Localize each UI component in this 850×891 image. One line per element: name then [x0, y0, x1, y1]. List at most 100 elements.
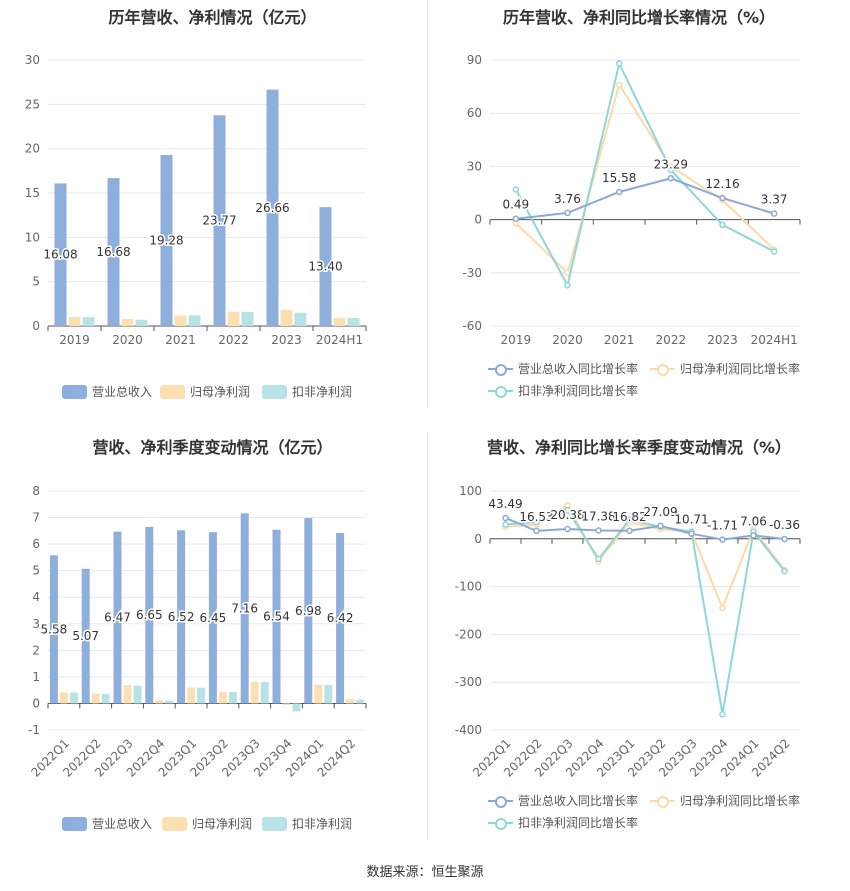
point-revenue-growth [781, 535, 788, 543]
point-deducted-growth [502, 521, 509, 528]
legend-revenue[interactable]: 营业总收入 [62, 383, 152, 400]
data-label: 3.37 [761, 193, 788, 207]
legend-deducted-profit[interactable]: 扣非净利润 [262, 815, 352, 832]
bar-net-profit [123, 685, 132, 704]
legend-net-profit[interactable]: 归母净利润 [160, 383, 250, 400]
data-label: 5.07 [72, 629, 99, 643]
chart-title: 营收、净利同比增长率季度变动情况（%） [486, 438, 792, 457]
bar-revenue [304, 518, 313, 704]
bar-deducted-profit [241, 311, 254, 326]
legend-label: 归母净利润 [190, 385, 251, 399]
data-label: 23.29 [654, 157, 688, 171]
point-net-profit-growth [615, 81, 623, 89]
legend-label: 归母净利润同比增长率 [680, 794, 801, 808]
bar-net-profit [187, 687, 196, 704]
bar-deducted-profit [188, 315, 201, 326]
legend-net-profit-growth[interactable]: 归母净利润同比增长率 [650, 360, 800, 377]
chart-legend: 营业总收入同比增长率 归母净利润同比增长率 扣非净利润同比增长率 [428, 792, 850, 836]
chart-legend: 营业总收入同比增长率 归母净利润同比增长率 扣非净利润同比增长率 [428, 360, 850, 404]
bar-revenue [213, 115, 226, 326]
bar-revenue [177, 530, 186, 704]
y-tick-label: -100 [455, 580, 482, 594]
y-tick-label: 100 [459, 484, 482, 498]
bar-revenue [145, 526, 154, 704]
legend-revenue-growth[interactable]: 营业总收入同比增长率 [488, 792, 638, 809]
legend-revenue[interactable]: 营业总收入 [62, 815, 152, 832]
y-tick-label: 15 [25, 186, 40, 200]
bar-revenue [208, 532, 217, 704]
point-deducted-growth [564, 506, 571, 514]
legend-revenue-growth[interactable]: 营业总收入同比增长率 [488, 360, 638, 377]
legend-swatch-deducted-profit [262, 384, 287, 399]
legend-net-profit-growth[interactable]: 归母净利润同比增长率 [650, 792, 800, 809]
y-tick-label: 0 [32, 319, 40, 333]
point-deducted-growth [770, 248, 778, 255]
bar-net-profit [59, 692, 68, 704]
y-tick-label: -60 [462, 319, 482, 333]
legend-deducted-profit[interactable]: 扣非净利润 [262, 383, 352, 400]
point-deducted-growth [615, 60, 623, 67]
bar-deducted-profit [135, 319, 148, 326]
y-tick-label: -400 [455, 723, 482, 737]
y-tick-label: 8 [32, 484, 40, 498]
bar-revenue [272, 529, 281, 704]
x-tick-label: 2022 [656, 333, 687, 347]
data-label: 0.49 [502, 198, 529, 212]
panel-divider-top [427, 0, 428, 408]
legend-marker-net-profit-growth [650, 794, 675, 808]
point-revenue-growth [770, 210, 778, 217]
bar-revenue [319, 207, 332, 326]
legend-swatch-net-profit [160, 384, 185, 399]
data-label: 23.77 [202, 214, 236, 228]
data-label: 27.09 [643, 505, 677, 519]
point-deducted-growth [626, 516, 633, 523]
x-tick-label: 2024H1 [751, 333, 798, 347]
bar-revenue [113, 531, 122, 704]
point-deducted-growth [667, 166, 675, 174]
annual-growth-plot: -60 -30 0 30 60 90 2019 2020 2021 2022 2023 2024H1 0… [462, 53, 801, 347]
legend-deducted-growth[interactable]: 扣非净利润同比增长率 [488, 814, 638, 831]
legend-label: 扣非净利润 [292, 817, 353, 831]
bar-revenue [266, 89, 279, 326]
bar-deducted-profit [292, 703, 301, 712]
point-revenue-growth [533, 527, 540, 535]
y-tick-label: -300 [455, 675, 482, 689]
data-label: 20.38 [550, 508, 584, 522]
chart-title: 营收、净利季度变动情况（亿元） [92, 438, 333, 457]
bar-deducted-profit [228, 692, 237, 704]
line-revenue-growth [505, 517, 785, 541]
y-tick-label: 25 [25, 97, 40, 111]
legend-deducted-growth[interactable]: 扣非净利润同比增长率 [488, 382, 638, 399]
data-label: 16.68 [96, 245, 130, 259]
bar-deducted-profit [260, 681, 269, 704]
legend-label: 扣非净利润 [292, 385, 353, 399]
bar-revenue [336, 532, 345, 704]
data-label: 6.42 [327, 611, 354, 625]
x-tick-label: 2022 [218, 333, 249, 347]
point-deducted-growth [781, 568, 788, 575]
y-tick-label: 90 [467, 53, 482, 67]
data-label: 10.71 [674, 513, 708, 527]
legend-label: 营业总收入同比增长率 [518, 794, 639, 808]
point-revenue-growth [719, 194, 726, 202]
data-label: 15.58 [602, 171, 636, 185]
x-tick-label: 2020 [552, 333, 583, 347]
bar-net-profit [333, 318, 346, 326]
y-tick-label: -200 [455, 627, 482, 641]
x-tick-label: 2024H1 [316, 333, 363, 347]
data-label: -1.71 [707, 519, 738, 533]
legend-net-profit[interactable]: 归母净利润 [162, 815, 252, 832]
quarterly-growth-plot: -400-300-200-10001002022Q12022Q22022Q320… [455, 484, 802, 780]
bar-deducted-profit [356, 699, 365, 704]
bar-revenue [81, 568, 90, 704]
legend-label: 营业总收入 [92, 385, 153, 399]
x-tick-label: 2023 [271, 333, 302, 347]
bar-revenue [240, 513, 249, 704]
y-tick-label: 4 [32, 590, 40, 604]
bar-net-profit [250, 681, 259, 704]
data-label: 7.06 [740, 514, 767, 528]
bar-net-profit [314, 684, 323, 704]
point-revenue-growth [626, 527, 633, 535]
data-label: 16.82 [612, 510, 646, 524]
legend-swatch-deducted-profit [262, 816, 287, 831]
